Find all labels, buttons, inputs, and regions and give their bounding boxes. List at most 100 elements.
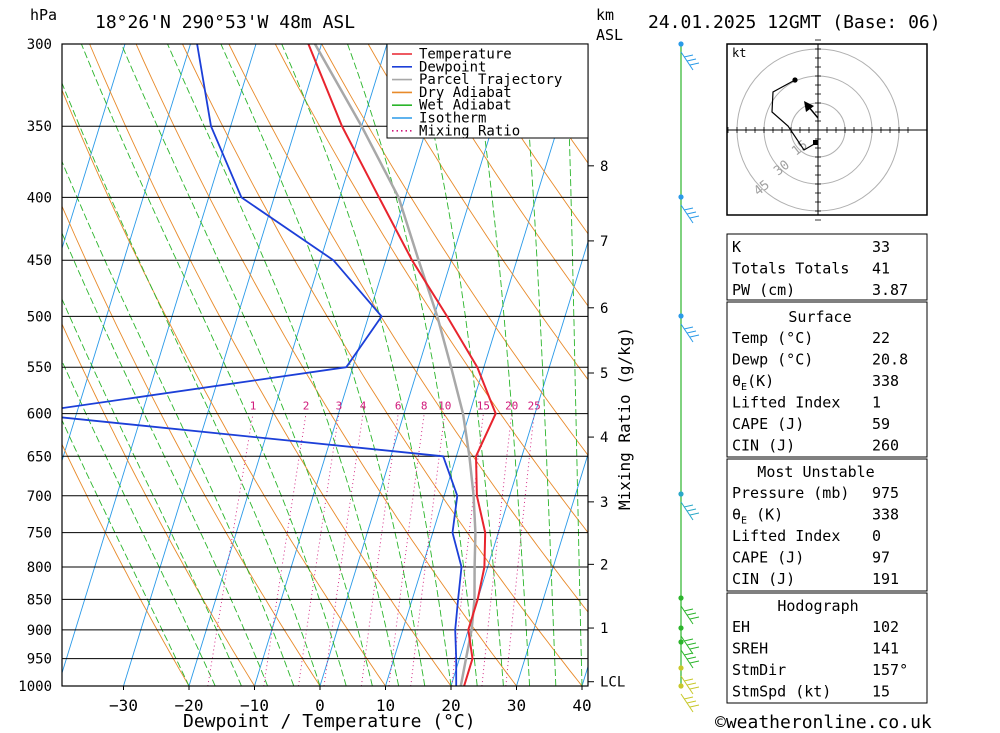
- dry-adiabat-line: [274, 44, 588, 534]
- surface-value: 1: [872, 394, 881, 412]
- hodograph-stat-value: 141: [872, 640, 899, 658]
- index-label: PW (cm): [732, 281, 795, 299]
- location-title: 18°26'N 290°53'W 48m ASL: [95, 12, 355, 33]
- wind-level-dot: [678, 683, 684, 689]
- most-unstable-label: CAPE (J): [732, 549, 804, 567]
- legend-label: Parcel Trajectory: [419, 72, 562, 88]
- wind-profile: [678, 41, 700, 713]
- surface-label: Dewp (°C): [732, 351, 813, 369]
- surface-title: Surface: [788, 308, 851, 326]
- wet-adiabat-line: [120, 44, 373, 686]
- wind-barb-flag: [686, 612, 697, 616]
- wet-adiabat-line: [411, 44, 504, 686]
- pressure-tick-label: 300: [27, 37, 52, 53]
- wind-barb-flag: [686, 656, 697, 660]
- hodograph-trace: [771, 79, 817, 151]
- wind-barb-flag: [683, 326, 694, 330]
- mixing-ratio-axis-label: Mixing Ratio (g/kg): [615, 327, 634, 510]
- pressure-tick-label: 700: [27, 489, 52, 505]
- profile-parcel-trajectory: [313, 44, 477, 686]
- wind-barb-flag: [686, 211, 697, 215]
- pressure-unit: hPa: [30, 6, 57, 24]
- mixing-ratio-line: [207, 413, 254, 686]
- wind-barb-flag: [689, 62, 700, 66]
- legend-label: Isotherm: [419, 111, 486, 127]
- x-tick-label: 20: [441, 696, 460, 715]
- isotherm-line: [188, 44, 388, 686]
- wind-barb-flag: [686, 642, 697, 646]
- legend-label: Mixing Ratio: [419, 123, 520, 139]
- pressure-tick-label: 950: [27, 652, 52, 668]
- x-axis-label: Dewpoint / Temperature (°C): [183, 711, 476, 732]
- pressure-tick-label: 750: [27, 526, 52, 542]
- surface-label: CAPE (J): [732, 415, 804, 433]
- mixing-ratio-line: [323, 413, 364, 686]
- label-rest: (K): [747, 506, 783, 524]
- wet-adiabat-line: [566, 44, 583, 686]
- wind-level-dot: [678, 313, 684, 319]
- most-unstable-box: [726, 458, 928, 592]
- surface-label: θE(K): [732, 372, 774, 393]
- hodograph-stat-value: 102: [872, 618, 899, 636]
- pressure-tick-label: 800: [27, 560, 52, 576]
- wet-adiabat-line: [521, 44, 557, 686]
- x-tick-label: 10: [376, 696, 395, 715]
- mixing-ratio-label: 10: [438, 400, 451, 413]
- mixing-ratio-label: 6: [395, 400, 402, 413]
- x-tick-label: −30: [109, 696, 138, 715]
- wind-barb-flag: [689, 334, 700, 338]
- wet-adiabat-line: [167, 44, 400, 686]
- surface-box: [726, 301, 928, 458]
- index-value: 3.87: [872, 281, 908, 299]
- wind-level-dot: [678, 41, 684, 47]
- most-unstable-value: 0: [872, 527, 881, 545]
- wind-barb-flag: [689, 646, 700, 650]
- surface-value: 59: [872, 415, 890, 433]
- height-tick-label: 3: [600, 495, 608, 511]
- isotherm-line: [123, 44, 322, 686]
- mixing-ratio-label: 20: [505, 400, 518, 413]
- hodograph-top-point: [792, 77, 798, 83]
- most-unstable-value: 338: [872, 506, 899, 524]
- surface-value: 260: [872, 437, 899, 455]
- height-tick-label: 6: [600, 301, 608, 317]
- stats-tables: K 33 Totals Totals 41 PW (cm) 3.87 Surface Temp…: [726, 233, 928, 704]
- most-unstable-value: 975: [872, 484, 899, 502]
- profile-temperature: [307, 44, 497, 686]
- surface-label: Lifted Index: [732, 394, 840, 412]
- wind-level-dot: [678, 639, 684, 645]
- subscript: E: [741, 516, 747, 527]
- indices-box: [726, 233, 928, 301]
- mixing-ratio-line: [360, 413, 399, 686]
- most-unstable-label: Pressure (mb): [732, 484, 849, 502]
- legend-box: [386, 43, 589, 139]
- wind-barb-flag: [689, 704, 700, 708]
- pressure-tick-label: 350: [27, 119, 52, 135]
- mixing-ratio-label: 3: [336, 400, 343, 413]
- height-tick-label: 7: [600, 234, 608, 250]
- most-unstable-title: Most Unstable: [757, 463, 874, 481]
- wind-level-dot: [678, 625, 684, 631]
- copyright: ©weatheronline.co.uk: [715, 712, 932, 733]
- index-label: Totals Totals: [732, 260, 849, 278]
- height-tick-label: 5: [600, 366, 608, 382]
- wind-barb-flag: [689, 215, 700, 219]
- height-axis: 8 7 6 5 4 3 2 1 LCL: [588, 159, 625, 691]
- wind-barb-flag: [686, 58, 697, 62]
- pressure-tick-label: 550: [27, 360, 52, 376]
- index-value: 33: [872, 238, 890, 256]
- pressure-axis: 300 350 400 450 500 550 600 650 700 750 800 850 900 9…: [18, 37, 52, 695]
- hodograph-stats-title: Hodograph: [777, 597, 858, 615]
- wet-adiabat-line: [347, 44, 478, 686]
- isotherm-line: [516, 452, 588, 686]
- isotherm-line: [385, 44, 584, 686]
- height-tick-label: 1: [600, 621, 608, 637]
- most-unstable-label: CIN (J): [732, 570, 795, 588]
- wet-adiabat-line: [220, 44, 426, 686]
- subscript: E: [741, 382, 747, 393]
- wind-barb-flag: [686, 700, 697, 704]
- dry-adiabat-line: [321, 44, 588, 456]
- legend-label: Dewpoint: [419, 59, 486, 75]
